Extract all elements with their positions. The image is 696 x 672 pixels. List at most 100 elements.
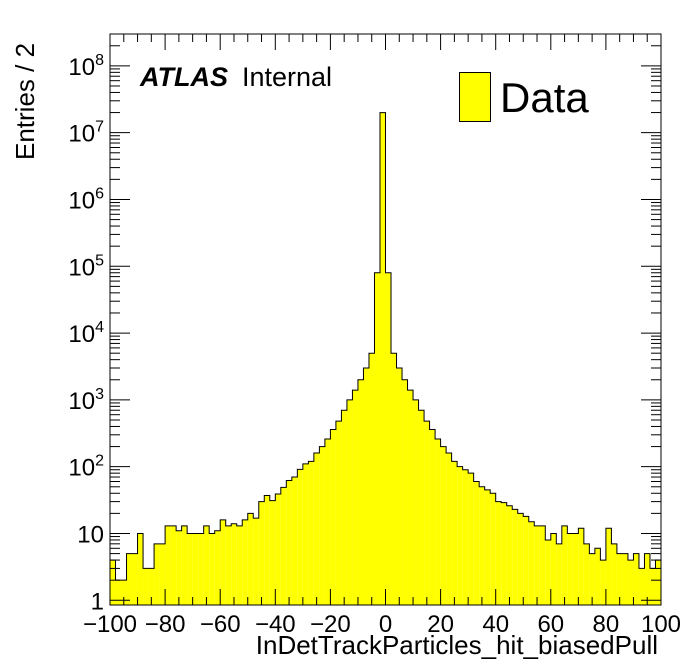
histogram-bar — [490, 493, 496, 605]
histogram-bar — [545, 539, 551, 605]
x-tick-label: 40 — [482, 611, 509, 638]
histogram-bar — [209, 533, 215, 605]
histogram-bar — [616, 553, 623, 605]
histogram-bar — [418, 410, 425, 605]
histogram-bar — [159, 543, 166, 605]
histogram-bar — [148, 568, 155, 605]
histogram-bar — [479, 486, 485, 605]
histogram-bar — [319, 446, 325, 605]
histogram-bar — [313, 453, 320, 605]
x-tick-label: −80 — [145, 611, 186, 638]
histogram-bar — [539, 525, 546, 605]
histogram-bar — [435, 438, 441, 605]
histogram-bar — [578, 528, 584, 605]
histogram-bar — [132, 553, 138, 605]
histogram-bar — [638, 568, 645, 605]
histogram-bar — [324, 438, 331, 605]
histogram-bar — [363, 368, 369, 605]
x-axis-title: InDetTrackParticles_hit_biasedPull — [255, 630, 658, 660]
histogram-bar — [165, 525, 171, 605]
x-tick-label: 60 — [537, 611, 564, 638]
y-axis-title-box: Entries / 2 — [8, 26, 42, 166]
histogram-bar — [473, 481, 480, 605]
y-tick-label: 105 — [68, 252, 104, 281]
histogram-bar — [181, 525, 188, 605]
x-tick-label: 0 — [379, 611, 392, 638]
histogram-bar — [446, 453, 452, 605]
histogram-bar — [495, 501, 502, 605]
histogram-bar — [291, 477, 298, 605]
histogram-bar — [335, 421, 342, 605]
histogram-bar — [352, 390, 358, 605]
histogram-bar — [550, 533, 557, 605]
y-tick-label: 10 — [77, 521, 104, 548]
y-tick-label: 1 — [91, 588, 104, 615]
histogram-bar — [594, 548, 601, 605]
histogram-bar — [528, 521, 535, 605]
histogram-bar — [402, 379, 408, 605]
histogram-bar — [517, 513, 524, 605]
y-tick-label: 103 — [68, 386, 104, 415]
histogram-bar — [407, 390, 414, 605]
histogram-bar — [649, 568, 656, 605]
histogram-bar — [225, 525, 232, 605]
histogram-bar — [170, 525, 177, 605]
histogram-bar — [627, 560, 634, 605]
histogram-bar — [187, 533, 193, 605]
legend-label: Data — [500, 74, 589, 121]
histogram-bar — [214, 530, 221, 605]
histogram-bar — [440, 446, 447, 605]
histogram-bar — [357, 379, 364, 605]
x-tick-label: −60 — [200, 611, 241, 638]
x-tick-label: −40 — [255, 611, 296, 638]
histogram-bar — [192, 533, 199, 605]
histogram-bar — [413, 399, 419, 605]
histogram-bar — [600, 560, 606, 605]
histogram-bars — [110, 112, 661, 605]
histogram-bar — [258, 501, 265, 605]
histogram-bar — [341, 410, 347, 605]
histogram-bar — [396, 368, 403, 605]
histogram-bar — [198, 533, 204, 605]
histogram-bar — [302, 463, 309, 605]
histogram-bar — [253, 518, 259, 605]
legend-swatch — [459, 72, 491, 122]
histogram-bar — [297, 469, 303, 605]
y-axis-title: Entries / 2 — [10, 42, 40, 160]
x-tick-label: −100 — [83, 611, 137, 638]
histogram-bar — [154, 543, 160, 605]
histogram-bar — [110, 560, 116, 605]
atlas-status-text: Internal — [242, 62, 333, 92]
histogram-bar — [589, 553, 595, 605]
histogram-bar — [561, 525, 568, 605]
x-tick-label: −20 — [310, 611, 351, 638]
histogram-bar — [220, 519, 226, 605]
histogram-bar — [622, 553, 628, 605]
histogram-bar — [346, 399, 353, 605]
x-axis: −100 −80 −60 −40 −20 0 20 40 60 80 100 — [83, 34, 681, 638]
histogram-bar — [556, 543, 562, 605]
y-tick-label: 104 — [68, 319, 104, 348]
histogram-bar — [275, 493, 281, 605]
histogram-bar — [280, 487, 287, 605]
histogram-bar — [484, 489, 491, 605]
histogram-bar — [126, 553, 133, 605]
histogram-bar — [137, 533, 144, 605]
histogram-bar — [368, 353, 375, 605]
histogram-bar — [379, 112, 386, 605]
histogram-bar — [115, 580, 122, 605]
histogram-bar — [374, 272, 380, 605]
atlas-label: ATLAS Internal — [140, 62, 332, 93]
histogram-bar — [633, 553, 639, 605]
histogram-bar — [644, 553, 650, 605]
histogram-bar — [391, 353, 397, 605]
histogram-bar — [567, 533, 573, 605]
atlas-logo-text: ATLAS — [140, 62, 228, 92]
histogram-bar — [247, 513, 254, 605]
histogram-bar — [501, 502, 507, 605]
histogram-bar — [242, 519, 248, 605]
y-tick-label: 107 — [68, 119, 104, 148]
histogram-bar — [506, 505, 513, 605]
histogram-bar — [462, 469, 469, 605]
